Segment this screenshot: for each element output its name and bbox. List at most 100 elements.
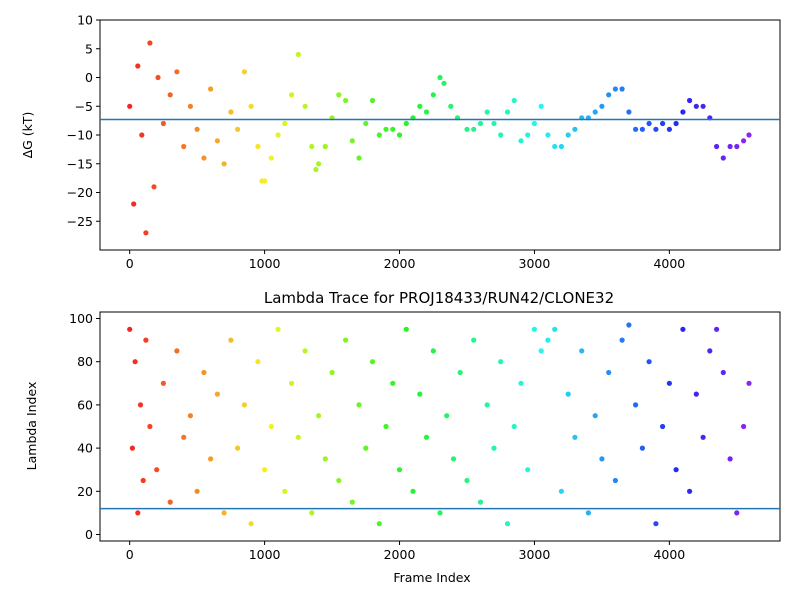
lambda-x-tick-label: 0 [126,547,134,562]
delta-g-point [746,132,752,138]
lambda-point [680,326,686,332]
lambda-point [363,445,369,451]
lambda-point [585,510,592,516]
delta-g-point [531,120,538,127]
delta-g-point [383,126,389,132]
lambda-point [390,380,396,386]
lambda-point [538,348,544,354]
delta-g-point [228,109,234,115]
lambda-point [135,510,141,516]
lambda-points [127,322,752,527]
delta-g-point [295,51,301,58]
delta-g-x-tick-label: 4000 [653,256,685,271]
lambda-point [592,413,598,419]
delta-g-point [309,143,315,150]
lambda-point [154,467,160,473]
lambda-point [181,434,187,440]
delta-g-point [660,120,666,127]
lambda-point [653,521,659,527]
delta-g-y-axis-label: ΔG (kT) [20,112,35,159]
delta-g-point [666,126,673,132]
lambda-y-tick-label: 80 [77,354,93,369]
delta-g-point [289,92,295,98]
lambda-point [572,434,578,440]
delta-g-point [498,132,504,138]
delta-g-point [518,138,524,144]
delta-g-point [201,155,207,161]
lambda-point [606,369,612,376]
delta-g-point [268,155,274,161]
lambda-point [660,423,666,430]
lambda-point [545,337,551,343]
delta-g-point [646,120,652,127]
lambda-point [208,456,214,462]
delta-g-point [545,132,551,138]
delta-g-point [714,143,720,150]
delta-g-point [693,103,699,109]
lambda-point [666,380,673,386]
delta-g-point [363,120,369,127]
lambda-point [160,380,166,386]
lambda-y-axis-label: Lambda Index [24,382,39,471]
lambda-point [693,391,699,397]
lambda-point [241,402,247,408]
delta-g-point [403,120,409,127]
lambda-point [639,445,646,451]
lambda-point [302,348,308,354]
lambda-point [268,423,274,430]
delta-g-point [572,126,578,132]
lambda-point [491,445,497,451]
delta-g-point [349,138,355,144]
lambda-point [309,510,315,516]
delta-g-point [235,126,241,132]
lambda-point [329,369,335,376]
delta-g-point [282,120,288,127]
delta-g-point [430,92,436,98]
lambda-point [471,337,477,343]
lambda-point [579,348,585,354]
lambda-x-tick-label: 3000 [519,547,551,562]
delta-g-y-tick-label: −5 [75,99,93,114]
lambda-point [235,445,241,451]
delta-g-point [131,201,137,207]
delta-g-point [639,126,646,132]
lambda-point [700,434,706,440]
delta-g-point [619,86,625,92]
delta-g-point [181,143,187,150]
lambda-point [417,391,423,397]
lambda-point [255,359,261,365]
delta-g-point [313,166,319,173]
delta-g-point [565,132,571,138]
lambda-point [410,488,416,494]
lambda-point [194,488,200,494]
delta-g-point [143,230,149,236]
delta-g-point [599,103,605,109]
delta-g-point [626,109,632,115]
delta-g-point [612,86,619,92]
lambda-point [619,337,625,343]
delta-g-point [390,126,396,132]
lambda-point [383,423,389,430]
lambda-point [248,521,254,527]
delta-g-y-tick-label: −25 [67,214,93,229]
delta-g-point [139,132,145,138]
delta-g-y-tick-label: 5 [85,41,93,56]
delta-g-point [741,138,747,144]
delta-g-point [417,103,423,109]
lambda-point [720,369,726,376]
delta-g-point [174,69,180,75]
delta-g-point [302,103,308,109]
lambda-x-tick-label: 2000 [384,547,416,562]
lambda-point [484,402,490,408]
lambda-point [450,456,457,462]
lambda-point [464,477,470,484]
lambda-point [707,348,713,354]
lambda-x-axis-label: Frame Index [393,570,470,585]
delta-g-x-tick-label: 2000 [384,256,416,271]
delta-g-point [248,103,254,109]
delta-g-x-tick-label: 0 [126,256,134,271]
lambda-point [140,477,146,484]
lambda-point [137,402,144,408]
delta-g-point [376,132,382,138]
